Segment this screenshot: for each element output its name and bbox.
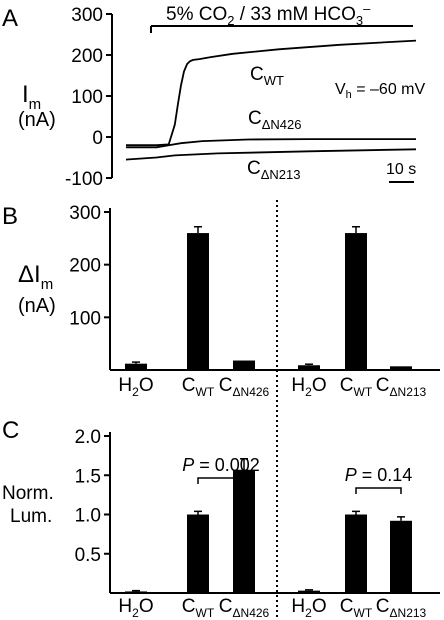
bar: [345, 233, 367, 370]
holding-potential-label: Vh = –60 mV: [335, 81, 426, 101]
bar: [298, 590, 320, 593]
bar: [187, 514, 209, 593]
panel-b-y-axis: 300 200 100: [69, 203, 440, 371]
significance-bracket: [197, 477, 245, 484]
category-label: H2O: [291, 596, 326, 620]
panel-a-ylabel-main: I: [22, 81, 29, 108]
trace-label-wt: CWT: [250, 64, 284, 88]
ytick-label: 2.0: [75, 427, 101, 448]
trace-label-dn426: CΔN426: [248, 108, 302, 132]
category-label: CΔN213: [376, 596, 427, 620]
panel-b-yunit: (nA): [18, 295, 56, 317]
category-label: CΔN213: [376, 375, 427, 399]
panel-c-category-labels: H2O CWT CΔN426 H2O CWT CΔN213: [118, 596, 426, 620]
bar: [233, 469, 255, 593]
category-label: CWT: [340, 375, 373, 399]
panel-a-ytick-label: 200: [71, 46, 103, 67]
ytick-label: 0.5: [75, 545, 101, 566]
trace-wt: [126, 39, 417, 147]
time-scale-label: 10 s: [386, 161, 416, 178]
trace-dn213: [125, 148, 417, 161]
bar: [125, 363, 147, 370]
panel-a-yunit: (nA): [18, 109, 56, 131]
ytick-label: 1.5: [75, 466, 101, 487]
ytick-label: 1.0: [75, 506, 101, 527]
category-label: CWT: [182, 596, 215, 620]
panel-a-ytick-label: 0: [92, 128, 103, 149]
panel-a-y-axis: 300 200 100 0 -100: [65, 5, 113, 190]
significance-label: P = 0.14: [345, 465, 413, 485]
significance-bracket: [355, 487, 402, 494]
ytick-label: 200: [69, 256, 101, 277]
panel-a-ytick-label: 100: [71, 87, 103, 108]
bar: [298, 365, 320, 370]
trace-dn426: [126, 138, 416, 149]
category-label: H2O: [118, 375, 153, 399]
panel-a-ylabel-sub: m: [29, 96, 42, 113]
panel-b-letter: B: [2, 203, 18, 230]
panel-c: C Norm. Lum. 2.01.51.00.5 P = 0.002 P = 0…: [2, 417, 440, 620]
category-label: H2O: [118, 596, 153, 620]
panel-c-y-axis: 2.0 1.5 1.0 0.5: [75, 427, 440, 594]
panel-a-ytick-label: -100: [65, 169, 103, 190]
category-label: CWT: [182, 375, 215, 399]
panel-c-significance: P = 0.002 P = 0.14: [182, 455, 412, 494]
category-label: H2O: [291, 375, 326, 399]
panel-a-traces: CWT CΔN426 CΔN213: [125, 39, 417, 182]
bar: [390, 366, 412, 370]
bar: [345, 514, 367, 593]
panel-c-letter: C: [2, 417, 19, 444]
panel-c-ylabel-line1: Norm.: [2, 483, 54, 504]
trace-label-dn213: CΔN213: [247, 158, 301, 182]
bar: [390, 520, 412, 593]
category-label: CΔN426: [219, 375, 270, 399]
panel-c-ylabel-line2: Lum.: [10, 506, 52, 527]
ytick-label: 300: [69, 203, 101, 224]
panel-c-bars: [125, 458, 412, 593]
ytick-label: 100: [69, 308, 101, 329]
bar: [125, 591, 147, 593]
bar: [187, 233, 209, 370]
category-label: CΔN426: [219, 596, 270, 620]
significance-label: P = 0.002: [182, 455, 260, 475]
stimulus-label: 5% CO2 / 33 mM HCO3–: [166, 1, 371, 28]
panel-a-ylabel: Im: [22, 81, 41, 113]
panel-b-ylabel: ΔIm: [18, 261, 53, 293]
panel-a-letter: A: [2, 5, 18, 32]
panel-a: A Im (nA) 300 200 100 0 -100 CWT CΔN426 CΔN213…: [2, 1, 426, 190]
panel-b-category-labels: H2O CWT CΔN426 H2O CWT CΔN213: [118, 375, 426, 399]
panel-b-bars: [125, 225, 412, 370]
panel-a-ytick-label: 300: [71, 5, 103, 26]
bar: [233, 360, 255, 370]
category-label: CWT: [340, 596, 373, 620]
